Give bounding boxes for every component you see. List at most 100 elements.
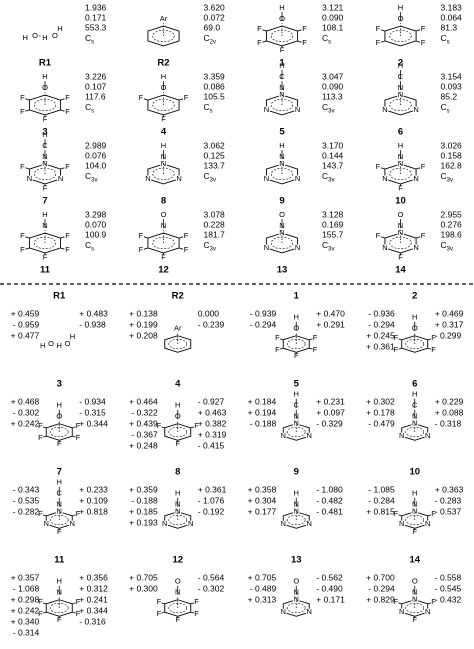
charge: + 0.818 xyxy=(79,506,108,516)
charge: + 0.469 xyxy=(435,308,464,318)
bond xyxy=(60,109,65,112)
atom-bg xyxy=(262,175,270,183)
point-group-subscript: 3v xyxy=(328,108,334,114)
point-group: C2v xyxy=(204,33,216,45)
atom: O xyxy=(398,210,404,219)
point-group-subscript: 3v xyxy=(91,177,97,183)
point-group-symbol: C xyxy=(322,171,328,181)
atom: F xyxy=(184,245,189,254)
atom: H xyxy=(412,390,417,399)
point-group-symbol: C xyxy=(441,171,447,181)
atom: F xyxy=(421,231,426,240)
point-group-subscript: s xyxy=(447,39,450,45)
ring xyxy=(265,163,299,185)
molecule-label: 4 xyxy=(161,127,167,138)
charge: + 0.705 xyxy=(248,572,277,582)
atom: N xyxy=(382,105,387,114)
charge: - 0.284 xyxy=(368,495,395,505)
charge: + 0.185 xyxy=(129,506,158,516)
bond xyxy=(309,347,313,350)
molecule-label: R2 xyxy=(157,58,169,69)
atom-bg xyxy=(381,244,389,252)
point-group-symbol: C xyxy=(204,171,210,181)
charge: - 0.294 xyxy=(368,583,395,593)
atom: F xyxy=(161,252,166,261)
atom: H xyxy=(294,390,299,399)
charge: - 0.482 xyxy=(316,495,343,505)
atom: F xyxy=(313,333,318,342)
charge: + 0.319 xyxy=(198,429,227,439)
charge: + 0.483 xyxy=(79,308,108,318)
molecule-label: 13 xyxy=(277,265,288,276)
ring-circle xyxy=(270,98,294,112)
atom-bg xyxy=(398,520,406,528)
atom: N xyxy=(413,174,418,183)
charge: + 0.705 xyxy=(129,572,158,582)
atom: F xyxy=(194,609,199,618)
atom: F xyxy=(43,252,48,261)
atom: N xyxy=(27,174,32,183)
ring-circle xyxy=(168,338,188,350)
molecule-label: 5 xyxy=(294,379,300,390)
charge: - 1.080 xyxy=(316,484,343,494)
charge: + 0.298 xyxy=(11,594,40,604)
charge: - 0.343 xyxy=(13,484,40,494)
charge: + 0.356 xyxy=(79,572,108,582)
value: 0.158 xyxy=(441,150,463,160)
point-group: Cs xyxy=(85,240,94,252)
charge: + 0.291 xyxy=(316,319,345,329)
charge: - 0.564 xyxy=(198,572,225,582)
bond xyxy=(178,236,184,239)
atom: N xyxy=(399,519,404,528)
molecule-label: R2 xyxy=(172,291,184,302)
value: 3.298 xyxy=(85,209,107,219)
point-group: Cs xyxy=(441,33,450,45)
atom-bg xyxy=(381,106,389,114)
value: 3.359 xyxy=(204,71,226,81)
value: 0.107 xyxy=(85,81,107,91)
charge: - 0.239 xyxy=(198,319,225,329)
value: 181.7 xyxy=(204,229,226,239)
atom: N xyxy=(281,607,286,616)
point-group: C3v xyxy=(204,240,216,252)
molecule-label: 3 xyxy=(42,127,47,138)
atom: N xyxy=(188,519,193,528)
atom: F xyxy=(38,597,43,606)
atom: F xyxy=(76,433,81,442)
bond xyxy=(72,602,76,605)
charge: - 0.927 xyxy=(198,396,225,406)
atom: N xyxy=(294,507,299,516)
ring xyxy=(147,25,180,47)
molecule-label: 9 xyxy=(294,467,299,478)
bond xyxy=(380,167,386,170)
charge: - 0.315 xyxy=(79,407,106,417)
atom: N xyxy=(70,519,75,528)
ring-circle xyxy=(152,236,175,250)
value: 2.989 xyxy=(85,140,107,150)
atom: N xyxy=(412,419,417,428)
point-group-symbol: C xyxy=(322,102,328,112)
atom: H xyxy=(398,141,403,150)
charge: - 0.537 xyxy=(435,506,462,516)
value: 0.072 xyxy=(204,12,226,22)
atom: O xyxy=(65,339,71,348)
atom-bg xyxy=(424,520,432,528)
charge: - 0.562 xyxy=(316,572,343,582)
charge: - 0.432 xyxy=(435,594,462,604)
atom: F xyxy=(376,162,381,171)
atom: H xyxy=(398,3,403,12)
ring-circle xyxy=(389,236,412,250)
atom-bg xyxy=(57,175,65,183)
bond xyxy=(143,247,149,250)
atom: H xyxy=(398,61,403,70)
charge: + 0.344 xyxy=(79,418,108,428)
atom: F xyxy=(431,597,436,606)
ring-circle xyxy=(389,29,412,43)
bond xyxy=(143,236,149,239)
bond xyxy=(190,611,195,614)
atom: N xyxy=(57,507,62,516)
atom: N xyxy=(307,607,312,616)
value: 3.078 xyxy=(204,209,226,219)
value: 143.7 xyxy=(322,160,344,170)
